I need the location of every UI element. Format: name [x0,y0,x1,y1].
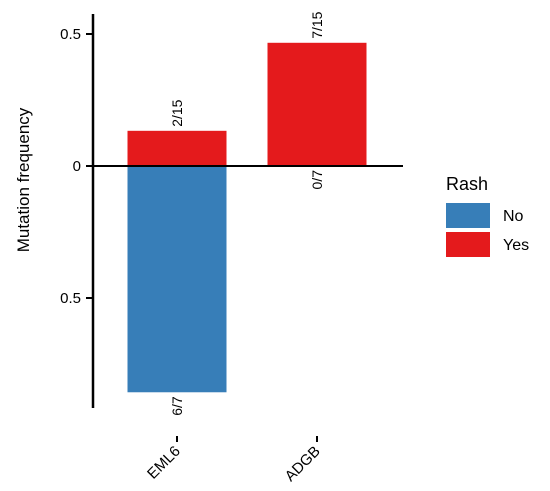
bar-yes-eml6 [127,130,227,166]
legend: Rash No Yes [446,174,529,257]
y-tick-label: 0.5 [60,26,81,43]
legend-title: Rash [446,174,488,194]
y-tick-label: 0 [73,158,81,175]
legend-label-no: No [503,208,524,225]
legend-swatch-no [446,203,490,228]
bars: 2/15 7/15 6/7 0/7 [127,11,367,416]
legend-swatch-yes [446,232,490,257]
data-label-no-adgb: 0/7 [309,170,325,190]
legend-label-yes: Yes [503,237,529,254]
x-tick-label-eml6: EML6 [144,443,184,483]
y-tick-label: 0.5 [60,290,81,307]
x-tick-label-adgb: ADGB [282,443,324,485]
data-label-yes-adgb: 7/15 [309,11,325,38]
data-label-no-eml6: 6/7 [169,396,185,416]
bar-yes-adgb [267,42,367,166]
data-label-yes-eml6: 2/15 [169,99,185,126]
y-axis-label: Mutation frequency [14,107,33,252]
plot-area: 2/15 7/15 6/7 0/7 0.5 0 0.5 EML6 ADGB Mutat… [14,11,403,485]
bar-no-eml6 [127,166,227,393]
